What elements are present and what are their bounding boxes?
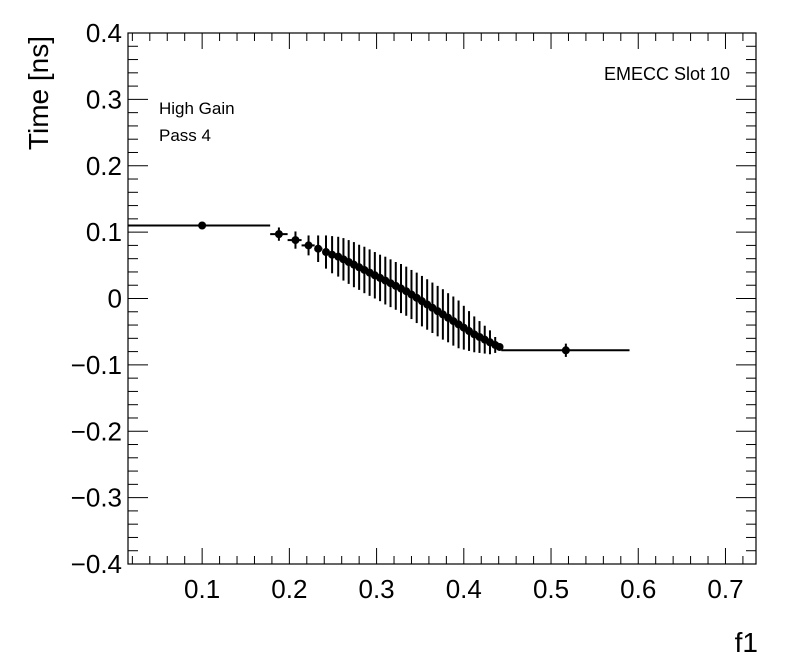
annotation-slot: EMECC Slot 10 bbox=[604, 64, 730, 84]
data-point bbox=[287, 231, 302, 249]
y-axis: −0.4 −0.3 −0.2 −0.1 0 0.1 0.2 0.3 0.4 bbox=[71, 18, 756, 579]
data-point bbox=[339, 238, 348, 281]
point-marker bbox=[314, 244, 323, 253]
data-point bbox=[495, 342, 504, 351]
x-tick-label: 0.5 bbox=[533, 574, 569, 604]
data-point bbox=[391, 261, 400, 310]
point-marker bbox=[321, 248, 330, 257]
point-marker bbox=[198, 221, 207, 230]
data-point bbox=[334, 236, 343, 277]
y-tick-label: −0.3 bbox=[71, 483, 122, 513]
data-point bbox=[417, 275, 426, 327]
data-point bbox=[402, 266, 411, 316]
data-point bbox=[449, 296, 458, 346]
data-point bbox=[270, 227, 288, 241]
data-point bbox=[128, 221, 271, 230]
data-point bbox=[459, 305, 468, 350]
data-point bbox=[428, 282, 437, 334]
data-series bbox=[128, 221, 630, 357]
data-point bbox=[301, 235, 315, 256]
data-point bbox=[407, 269, 416, 320]
y-tick-label: 0.1 bbox=[86, 217, 122, 247]
point-marker bbox=[274, 230, 283, 239]
y-tick-label: 0.2 bbox=[86, 151, 122, 181]
annotation-pass: Pass 4 bbox=[159, 126, 211, 145]
x-tick-label: 0.1 bbox=[184, 574, 220, 604]
x-tick-label: 0.7 bbox=[707, 574, 743, 604]
data-point bbox=[444, 293, 453, 343]
data-point bbox=[454, 300, 463, 349]
data-point bbox=[412, 272, 421, 324]
x-axis: 0.1 0.2 0.3 0.4 0.5 0.6 0.7 bbox=[131, 33, 744, 604]
y-tick-label: 0.3 bbox=[86, 84, 122, 114]
y-tick-label: 0.4 bbox=[86, 18, 122, 48]
data-point bbox=[321, 235, 330, 269]
x-tick-label: 0.2 bbox=[271, 574, 307, 604]
data-point bbox=[433, 285, 442, 337]
point-marker bbox=[561, 346, 570, 355]
x-axis-title: f1 bbox=[735, 627, 758, 658]
x-tick-label: 0.4 bbox=[446, 574, 482, 604]
data-point bbox=[465, 311, 474, 351]
data-point bbox=[314, 235, 323, 262]
annotation-gain: High Gain bbox=[159, 99, 235, 118]
y-tick-label: −0.2 bbox=[71, 416, 122, 446]
x-tick-label: 0.3 bbox=[359, 574, 395, 604]
point-marker bbox=[495, 342, 504, 351]
y-tick-label: −0.1 bbox=[71, 350, 122, 380]
point-marker bbox=[291, 236, 300, 245]
data-point bbox=[328, 236, 337, 274]
point-marker bbox=[328, 250, 337, 259]
y-tick-label: 0 bbox=[108, 284, 122, 314]
y-tick-label: −0.4 bbox=[71, 549, 122, 579]
data-point bbox=[438, 289, 447, 340]
x-tick-label: 0.6 bbox=[620, 574, 656, 604]
data-point bbox=[501, 343, 630, 357]
y-axis-title: Time [ns] bbox=[23, 36, 54, 150]
data-point bbox=[423, 279, 432, 330]
point-marker bbox=[304, 241, 313, 250]
